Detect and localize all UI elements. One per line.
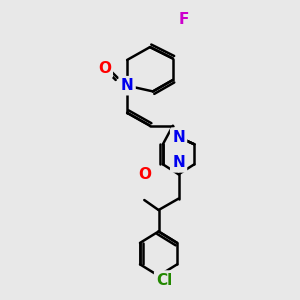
Text: N: N <box>121 78 134 93</box>
Text: N: N <box>172 130 185 145</box>
Text: O: O <box>98 61 111 76</box>
Text: O: O <box>138 167 151 182</box>
Text: N: N <box>172 155 185 170</box>
Text: Cl: Cl <box>156 273 172 288</box>
Text: F: F <box>179 12 190 27</box>
